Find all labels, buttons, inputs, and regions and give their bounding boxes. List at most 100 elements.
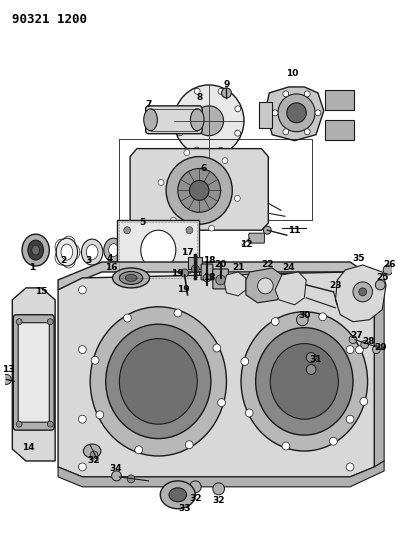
Circle shape — [124, 227, 131, 233]
FancyBboxPatch shape — [146, 106, 202, 134]
Ellipse shape — [194, 106, 224, 136]
Circle shape — [222, 88, 231, 98]
Text: 23: 23 — [329, 281, 342, 290]
Text: 27: 27 — [351, 331, 363, 340]
Circle shape — [158, 180, 164, 185]
Text: 16: 16 — [105, 263, 118, 272]
Text: 1: 1 — [29, 263, 35, 272]
Text: 33: 33 — [178, 504, 191, 513]
Circle shape — [2, 375, 12, 384]
Circle shape — [124, 266, 131, 273]
Text: 19: 19 — [178, 285, 190, 294]
Polygon shape — [12, 288, 55, 461]
Circle shape — [282, 442, 290, 450]
Ellipse shape — [28, 240, 43, 260]
Text: 20: 20 — [215, 260, 227, 269]
Ellipse shape — [256, 328, 353, 435]
Circle shape — [346, 286, 354, 294]
Circle shape — [375, 280, 385, 290]
Circle shape — [123, 314, 131, 322]
Text: 2: 2 — [60, 255, 66, 264]
Circle shape — [306, 352, 316, 362]
Circle shape — [304, 91, 310, 97]
Circle shape — [78, 286, 86, 294]
Text: 10: 10 — [287, 69, 299, 77]
Circle shape — [355, 346, 363, 354]
Circle shape — [306, 365, 316, 375]
Ellipse shape — [119, 271, 143, 285]
Circle shape — [203, 274, 211, 282]
Circle shape — [346, 463, 354, 471]
FancyBboxPatch shape — [201, 264, 213, 280]
Circle shape — [346, 345, 354, 353]
Polygon shape — [58, 272, 375, 477]
Ellipse shape — [190, 109, 204, 131]
Ellipse shape — [83, 444, 101, 458]
Text: 90321 1200: 90321 1200 — [12, 13, 87, 26]
Ellipse shape — [125, 274, 137, 281]
Circle shape — [235, 130, 240, 136]
FancyBboxPatch shape — [189, 257, 202, 269]
Ellipse shape — [86, 245, 98, 260]
Text: 6: 6 — [201, 164, 207, 173]
Circle shape — [360, 398, 368, 406]
Circle shape — [319, 313, 327, 321]
Ellipse shape — [178, 168, 220, 212]
Circle shape — [111, 471, 121, 481]
Circle shape — [213, 483, 224, 495]
Ellipse shape — [287, 103, 306, 123]
Text: 12: 12 — [240, 240, 252, 248]
Circle shape — [174, 309, 182, 317]
Circle shape — [361, 341, 369, 349]
Circle shape — [213, 344, 221, 352]
Circle shape — [209, 225, 215, 231]
Ellipse shape — [144, 109, 157, 131]
Polygon shape — [58, 262, 375, 290]
Circle shape — [272, 110, 278, 116]
Ellipse shape — [270, 344, 338, 419]
Text: 18: 18 — [203, 255, 215, 264]
Text: 32: 32 — [189, 494, 201, 503]
Circle shape — [216, 275, 226, 285]
Ellipse shape — [90, 307, 226, 456]
Text: 34: 34 — [109, 464, 122, 473]
Polygon shape — [130, 149, 268, 230]
Circle shape — [263, 226, 271, 234]
Ellipse shape — [189, 181, 209, 200]
Ellipse shape — [104, 238, 123, 262]
Circle shape — [47, 319, 53, 325]
FancyBboxPatch shape — [325, 120, 354, 140]
Text: 28: 28 — [362, 337, 375, 346]
Circle shape — [191, 265, 199, 273]
Text: 14: 14 — [21, 442, 34, 451]
Ellipse shape — [82, 239, 103, 265]
Text: 35: 35 — [353, 254, 365, 263]
Ellipse shape — [113, 268, 150, 288]
Circle shape — [185, 441, 193, 449]
Ellipse shape — [109, 244, 119, 256]
Circle shape — [186, 266, 193, 273]
FancyBboxPatch shape — [249, 233, 264, 243]
Circle shape — [47, 421, 53, 427]
Text: 31: 31 — [310, 355, 322, 364]
Text: 15: 15 — [35, 287, 48, 296]
Circle shape — [353, 282, 373, 302]
Circle shape — [258, 278, 273, 294]
FancyBboxPatch shape — [259, 102, 272, 128]
Circle shape — [218, 147, 224, 154]
Text: 5: 5 — [140, 218, 146, 227]
FancyBboxPatch shape — [325, 90, 354, 110]
Circle shape — [181, 269, 189, 277]
FancyBboxPatch shape — [213, 269, 228, 289]
Circle shape — [127, 475, 135, 483]
Text: 9: 9 — [223, 80, 230, 90]
Ellipse shape — [119, 338, 197, 424]
FancyBboxPatch shape — [18, 322, 49, 422]
Circle shape — [189, 481, 201, 493]
Circle shape — [359, 288, 367, 296]
Circle shape — [90, 451, 98, 459]
Text: 30: 30 — [298, 311, 310, 320]
Ellipse shape — [141, 230, 176, 270]
Text: 13: 13 — [2, 365, 15, 374]
Text: 22: 22 — [261, 260, 273, 269]
